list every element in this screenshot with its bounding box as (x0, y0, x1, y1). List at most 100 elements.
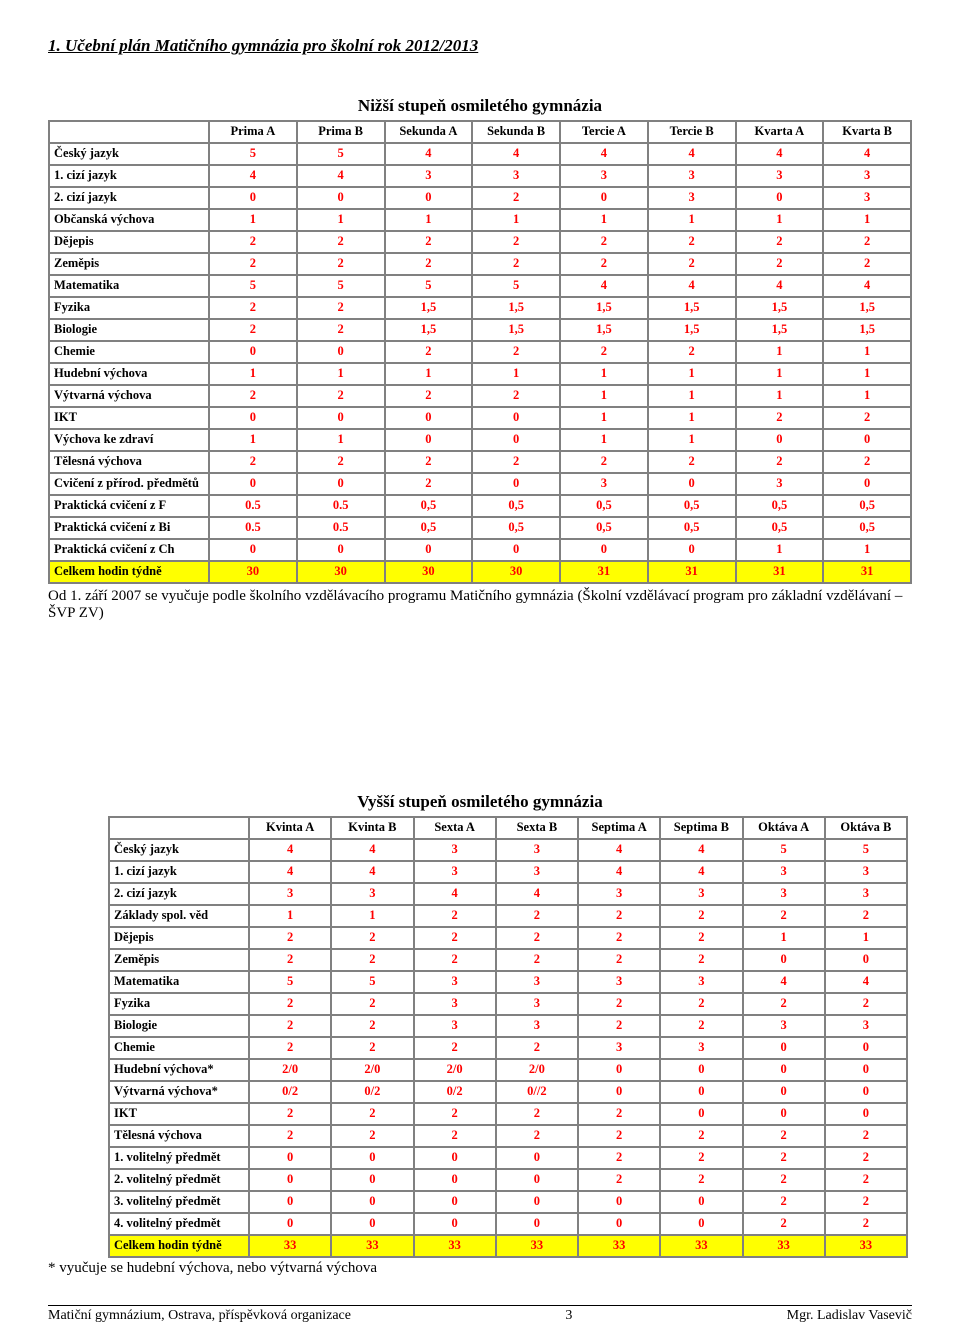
row-label: 2. volitelný předmět (109, 1169, 249, 1191)
total-value: 31 (823, 561, 911, 583)
cell-value: 1,5 (472, 297, 560, 319)
cell-value: 0 (736, 187, 824, 209)
row-label: Základy spol. věd (109, 905, 249, 927)
total-value: 30 (209, 561, 297, 583)
cell-value: 4 (578, 861, 660, 883)
cell-value: 0.5 (297, 517, 385, 539)
row-label: Biologie (109, 1015, 249, 1037)
cell-value: 5 (825, 839, 907, 861)
cell-value: 1 (297, 363, 385, 385)
row-label: Zeměpis (49, 253, 209, 275)
cell-value: 3 (414, 971, 496, 993)
cell-value: 0.5 (209, 495, 297, 517)
cell-value: 2 (825, 1147, 907, 1169)
cell-value: 0 (209, 187, 297, 209)
cell-value: 1,5 (560, 319, 648, 341)
cell-value: 3 (648, 187, 736, 209)
cell-value: 0 (209, 341, 297, 363)
cell-value: 0 (743, 949, 825, 971)
cell-value: 1,5 (472, 319, 560, 341)
cell-value: 4 (743, 971, 825, 993)
cell-value: 0 (249, 1147, 331, 1169)
row-label: Dějepis (49, 231, 209, 253)
row-label: 1. volitelný předmět (109, 1147, 249, 1169)
cell-value: 0/2 (414, 1081, 496, 1103)
cell-value: 2 (331, 1037, 413, 1059)
cell-value: 0 (496, 1147, 578, 1169)
cell-value: 2 (660, 1169, 742, 1191)
cell-value: 1 (648, 209, 736, 231)
cell-value: 0 (249, 1213, 331, 1235)
cell-value: 1 (823, 539, 911, 561)
cell-value: 2 (560, 253, 648, 275)
cell-value: 2 (331, 949, 413, 971)
cell-value: 4 (825, 971, 907, 993)
cell-value: 0 (825, 1103, 907, 1125)
cell-value: 0,5 (823, 517, 911, 539)
cell-value: 4 (648, 143, 736, 165)
cell-value: 1 (823, 385, 911, 407)
cell-value: 0 (578, 1213, 660, 1235)
cell-value: 0 (472, 429, 560, 451)
cell-value: 4 (823, 143, 911, 165)
cell-value: 0 (297, 341, 385, 363)
cell-value: 2 (414, 905, 496, 927)
row-label: Český jazyk (49, 143, 209, 165)
page-title: 1. Učební plán Matičního gymnázia pro šk… (48, 36, 912, 56)
cell-value: 3 (823, 165, 911, 187)
cell-value: 2 (560, 341, 648, 363)
cell-value: 0 (414, 1147, 496, 1169)
cell-value: 0 (823, 473, 911, 495)
cell-value: 1,5 (736, 319, 824, 341)
cell-value: 2/0 (249, 1059, 331, 1081)
cell-value: 5 (297, 143, 385, 165)
cell-value: 4 (331, 839, 413, 861)
cell-value: 2 (297, 451, 385, 473)
col-header: Kvinta A (249, 817, 331, 839)
cell-value: 0 (578, 1191, 660, 1213)
note-after-table1: Od 1. září 2007 se vyučuje podle školníh… (48, 588, 912, 622)
cell-value: 0.5 (297, 495, 385, 517)
row-label: Chemie (49, 341, 209, 363)
cell-value: 3 (825, 861, 907, 883)
cell-value: 2 (297, 385, 385, 407)
cell-value: 3 (578, 1037, 660, 1059)
cell-value: 1 (209, 209, 297, 231)
cell-value: 4 (249, 839, 331, 861)
row-label: Občanská výchova (49, 209, 209, 231)
cell-value: 2 (825, 1125, 907, 1147)
cell-value: 0 (743, 1081, 825, 1103)
col-subject (109, 817, 249, 839)
total-value: 30 (385, 561, 473, 583)
cell-value: 2 (385, 473, 473, 495)
cell-value: 0,5 (560, 495, 648, 517)
cell-value: 2 (496, 949, 578, 971)
cell-value: 0 (660, 1213, 742, 1235)
cell-value: 2 (496, 1103, 578, 1125)
row-label: Cvičení z přírod. předmětů (49, 473, 209, 495)
cell-value: 3 (660, 883, 742, 905)
cell-value: 2 (736, 407, 824, 429)
cell-value: 3 (560, 165, 648, 187)
cell-value: 1,5 (385, 297, 473, 319)
cell-value: 2 (472, 341, 560, 363)
cell-value: 2 (825, 1169, 907, 1191)
cell-value: 3 (496, 861, 578, 883)
cell-value: 2 (736, 231, 824, 253)
cell-value: 4 (823, 275, 911, 297)
cell-value: 2 (736, 451, 824, 473)
col-header: Prima B (297, 121, 385, 143)
cell-value: 2 (743, 905, 825, 927)
total-label: Celkem hodin týdně (109, 1235, 249, 1257)
cell-value: 0 (472, 407, 560, 429)
row-label: 1. cizí jazyk (49, 165, 209, 187)
cell-value: 2 (249, 1015, 331, 1037)
cell-value: 2 (660, 993, 742, 1015)
col-header: Septima A (578, 817, 660, 839)
total-value: 33 (249, 1235, 331, 1257)
cell-value: 2 (249, 993, 331, 1015)
row-label: Výchova ke zdraví (49, 429, 209, 451)
col-header: Sexta A (414, 817, 496, 839)
cell-value: 0,5 (823, 495, 911, 517)
cell-value: 0 (331, 1213, 413, 1235)
